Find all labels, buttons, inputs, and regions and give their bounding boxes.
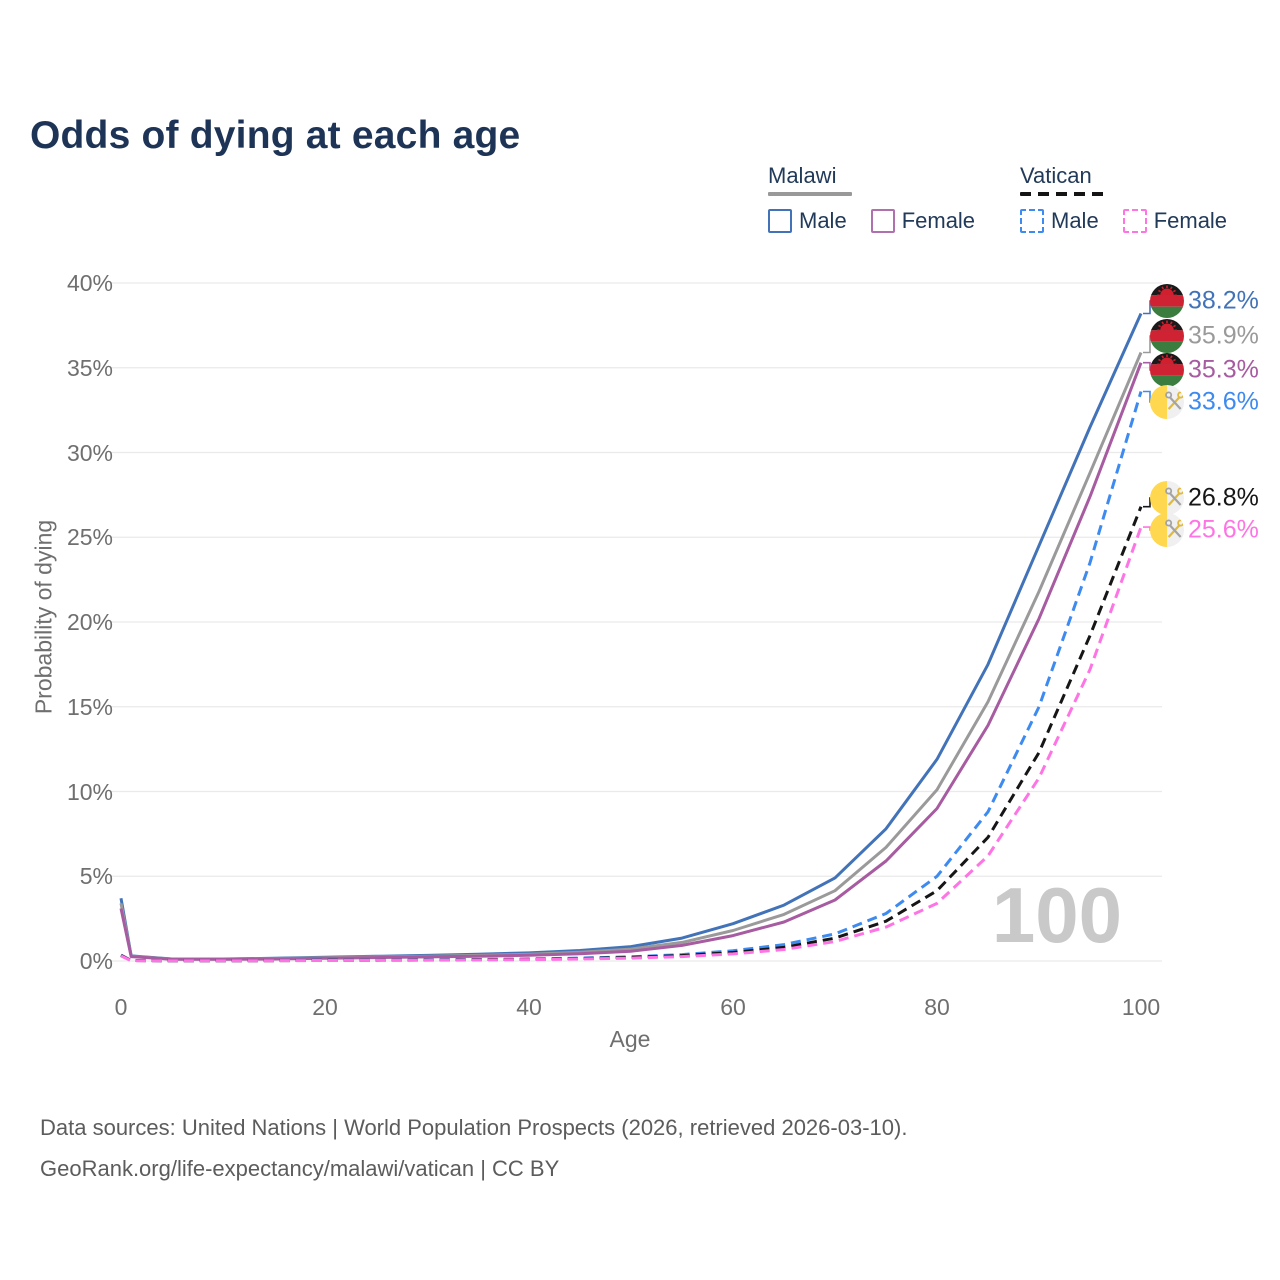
y-tick-label: 10% <box>66 778 113 805</box>
legend-group-vatican: Vatican Male Female <box>1020 163 1251 234</box>
x-tick-label: 80 <box>924 994 950 1020</box>
end-label-vatican-both-sexes: 26.8% <box>1188 483 1259 512</box>
legend-item-malawi-female[interactable]: Female <box>870 208 976 234</box>
legend-item-label: Male <box>1051 208 1099 233</box>
checkbox-icon[interactable] <box>1122 209 1147 233</box>
x-tick-label: 20 <box>312 994 338 1020</box>
end-label-vatican-male: 33.6% <box>1188 387 1259 416</box>
legend-item-vatican-female[interactable]: Female <box>1122 208 1228 234</box>
end-label-vatican-female: 25.6% <box>1188 515 1259 544</box>
y-tick-label: 5% <box>79 863 113 890</box>
series-line-malawi-both-sexes <box>119 351 1143 961</box>
footer-sources: Data sources: United Nations | World Pop… <box>40 1115 908 1140</box>
checkbox-icon[interactable] <box>768 209 792 233</box>
malawi-flag-icon <box>1150 353 1184 387</box>
y-tick-label: 40% <box>66 270 113 296</box>
legend-item-label: Male <box>799 208 847 233</box>
malawi-flag-icon <box>1150 319 1184 353</box>
malawi-flag-icon <box>1150 284 1184 318</box>
legend-group-title: Vatican <box>1020 163 1092 188</box>
vatican-flag-icon <box>1150 385 1184 419</box>
footer: Data sources: United Nations | World Pop… <box>40 1108 907 1189</box>
x-tick-label: 40 <box>516 994 542 1020</box>
y-tick-label: 30% <box>66 439 113 466</box>
legend-item-vatican-male[interactable]: Male <box>1020 208 1099 234</box>
legend-item-malawi-male[interactable]: Male <box>768 208 847 234</box>
legend-group-malawi: Malawi Male Female <box>768 163 999 234</box>
checkbox-icon[interactable] <box>1020 209 1044 233</box>
x-tick-label: 0 <box>114 994 128 1020</box>
end-label-malawi-both-sexes: 35.9% <box>1188 321 1259 350</box>
series-line-vatican-female <box>120 526 1143 963</box>
legend-item-label: Female <box>901 208 976 233</box>
age-watermark: 100 <box>991 871 1122 959</box>
y-tick-label: 35% <box>66 354 113 381</box>
vatican-flag-icon <box>1150 513 1184 547</box>
y-tick-label: 20% <box>66 609 113 635</box>
page-title: Odds of dying at each age <box>30 114 521 158</box>
legend-group-title: Malawi <box>768 163 837 188</box>
x-tick-label: 60 <box>720 994 746 1020</box>
x-tick-label: 100 <box>1121 994 1161 1020</box>
footer-attribution: GeoRank.org/life-expectancy/malawi/vatic… <box>40 1155 560 1181</box>
end-label-malawi-male: 38.2% <box>1188 286 1259 315</box>
series-line-vatican-male <box>120 391 1143 963</box>
series-line-vatican-both-sexes <box>120 506 1143 963</box>
checkbox-icon[interactable] <box>870 209 895 233</box>
y-tick-label: 0% <box>79 948 113 974</box>
series-line-malawi-male <box>119 312 1143 961</box>
legend-dashed-line-swatch <box>1020 192 1108 196</box>
end-label-malawi-female: 35.3% <box>1188 355 1259 384</box>
y-tick-label: 15% <box>66 693 113 720</box>
vatican-flag-icon <box>1150 481 1184 515</box>
y-tick-label: 25% <box>66 524 113 551</box>
legend-solid-line-swatch <box>768 192 852 196</box>
legend-item-label: Female <box>1153 208 1228 233</box>
x-axis-title: Age <box>609 1026 651 1052</box>
